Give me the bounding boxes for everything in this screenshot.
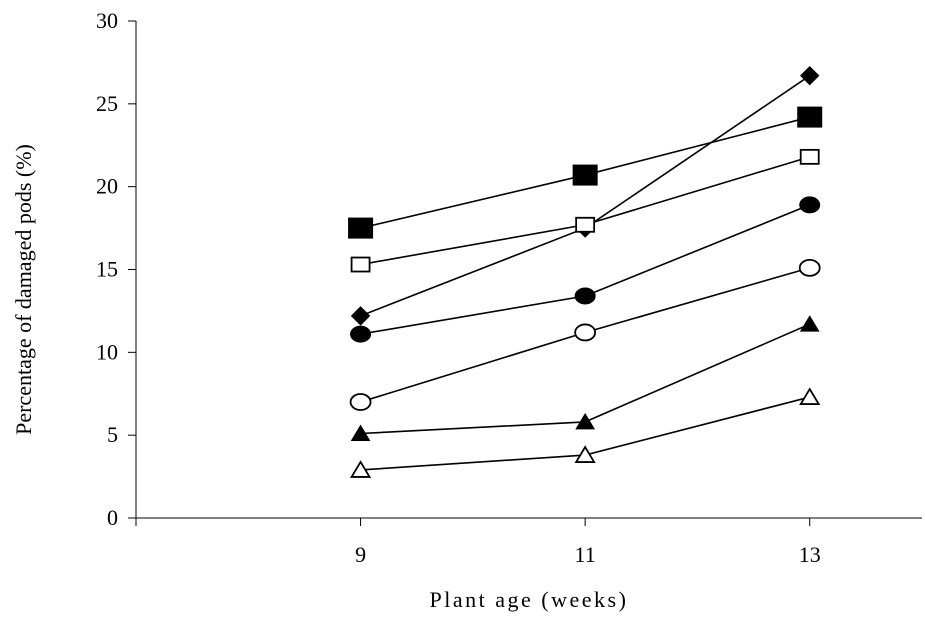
y-tick-label: 5: [107, 422, 118, 447]
x-axis-title: Plant age (weeks): [430, 587, 629, 612]
series-open-circle: [349, 258, 821, 411]
point: [574, 445, 596, 463]
point: [800, 65, 820, 86]
y-tick-label: 0: [107, 505, 118, 530]
point: [798, 258, 821, 277]
point: [349, 460, 372, 478]
y-tick-label: 15: [96, 257, 118, 282]
series-open-triangle: [349, 387, 821, 478]
series-filled-circle: [350, 196, 821, 343]
point: [799, 196, 821, 214]
point: [574, 287, 596, 305]
y-tick-label: 10: [96, 339, 118, 364]
point: [799, 315, 820, 332]
point: [575, 216, 596, 233]
y-axis-title: Percentage of damaged pods (%): [11, 144, 36, 435]
series-filled-square: [348, 106, 823, 239]
y-tick-label: 20: [96, 174, 118, 199]
point: [799, 148, 820, 165]
point: [574, 323, 597, 342]
point: [575, 412, 596, 430]
x-tick-label: 13: [799, 542, 821, 567]
point: [348, 217, 374, 239]
point: [349, 393, 372, 411]
axes: 0 5 10 15 20 25 30 9 11 13: [96, 8, 922, 567]
point: [350, 325, 372, 343]
point: [797, 106, 823, 128]
point: [350, 306, 371, 326]
point: [350, 256, 371, 273]
y-tick-label: 30: [96, 8, 118, 33]
series-layer: [348, 65, 823, 478]
series-filled-triangle: [350, 315, 820, 442]
series-open-square: [350, 148, 820, 273]
point: [350, 424, 371, 442]
point: [799, 387, 821, 405]
y-tick-label: 25: [96, 91, 118, 116]
point: [572, 164, 598, 186]
x-tick-label: 9: [355, 542, 366, 567]
x-tick-label: 11: [575, 542, 596, 567]
series-line: [360, 75, 811, 317]
